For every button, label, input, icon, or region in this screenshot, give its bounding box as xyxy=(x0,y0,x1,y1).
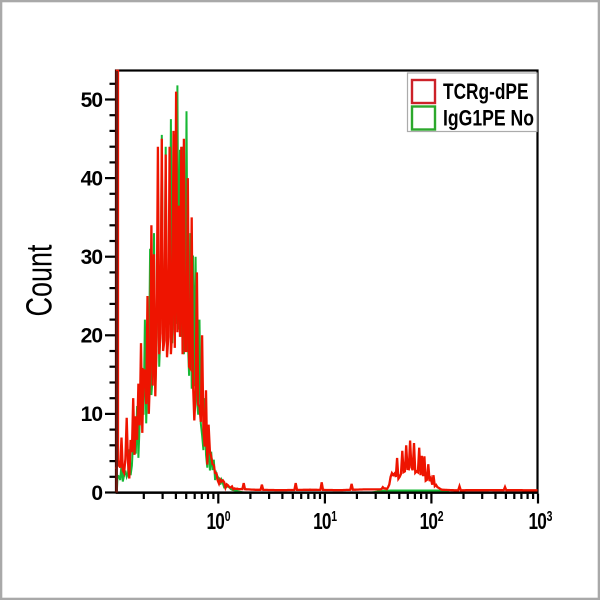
svg-text:50: 50 xyxy=(81,89,103,112)
svg-text:40: 40 xyxy=(81,167,103,190)
svg-text:TCRg-dPE: TCRg-dPE xyxy=(443,79,529,104)
svg-text:0: 0 xyxy=(225,508,231,525)
svg-text:30: 30 xyxy=(81,246,103,269)
svg-text:0: 0 xyxy=(91,482,102,505)
svg-text:20: 20 xyxy=(81,325,103,348)
svg-text:10: 10 xyxy=(207,508,225,534)
svg-text:10: 10 xyxy=(420,508,438,534)
svg-text:3: 3 xyxy=(547,508,553,525)
svg-text:1: 1 xyxy=(331,508,337,525)
svg-text:10: 10 xyxy=(529,508,547,534)
svg-text:IgG1PE No: IgG1PE No xyxy=(443,106,534,131)
svg-text:2: 2 xyxy=(438,508,444,525)
svg-text:Count: Count xyxy=(19,244,60,316)
svg-text:10: 10 xyxy=(313,508,331,534)
svg-text:10: 10 xyxy=(81,403,103,426)
